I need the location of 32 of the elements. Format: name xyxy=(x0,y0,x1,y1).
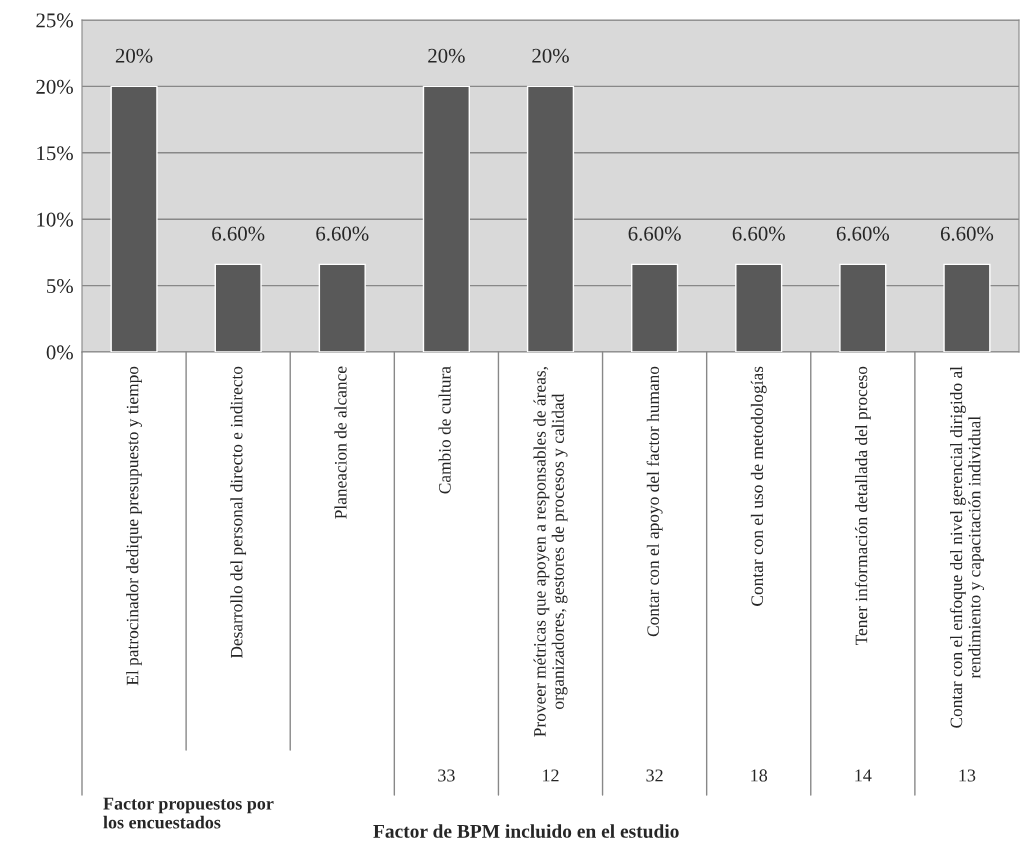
x-tick-label: El patrocinador dedique presupuesto y tiempo xyxy=(126,366,142,686)
text: 18 xyxy=(751,769,768,782)
y-tick-label: 15% xyxy=(37,146,73,161)
x-tick-label: Cambio de cultura xyxy=(438,366,451,494)
text: 32 xyxy=(646,769,663,782)
text: 13 xyxy=(959,769,976,782)
text: 12 xyxy=(543,769,559,782)
text: 6.60% xyxy=(212,226,265,241)
text: Factor propuestos por los encuestados xyxy=(103,797,274,829)
x-tick-label: Contar con el enfoque del nivel gerencial dirigido al rendimiento y capacitación individual xyxy=(949,366,985,728)
y-tick-label: 25% xyxy=(36,13,73,28)
text: 20% xyxy=(532,48,569,63)
x-tick-label: Proveer métricas que apoyen a responsables de áreas, organizadores, gestores de procesos y calidad xyxy=(533,367,568,737)
text: 33 xyxy=(438,769,455,782)
text: 6.60% xyxy=(836,226,890,241)
x-tick-label: Contar con el uso de metodologías xyxy=(750,366,767,606)
text: 6.60% xyxy=(940,226,994,241)
y-tick-label: 10% xyxy=(37,212,73,227)
x-tick-label: Desarrollo del personal directo e indirecto xyxy=(230,366,247,659)
text: 6.60% xyxy=(628,226,681,241)
text: 14 xyxy=(855,769,872,782)
y-tick-label: 5% xyxy=(47,278,73,294)
text: 20% xyxy=(428,48,465,63)
y-tick-label: 20% xyxy=(36,79,73,94)
text: Factor de BPM incluido en el estudio xyxy=(373,824,679,838)
x-tick-label: Planeacion de alcance xyxy=(334,366,347,519)
x-tick-label: Tener información detallada del proceso xyxy=(854,366,871,646)
text: 20% xyxy=(115,48,153,63)
y-tick-label: 0% xyxy=(46,345,73,360)
text: 6.60% xyxy=(732,226,785,241)
text: 6.60% xyxy=(316,226,369,241)
x-tick-label: Contar con el apoyo del factor humano xyxy=(646,366,663,637)
